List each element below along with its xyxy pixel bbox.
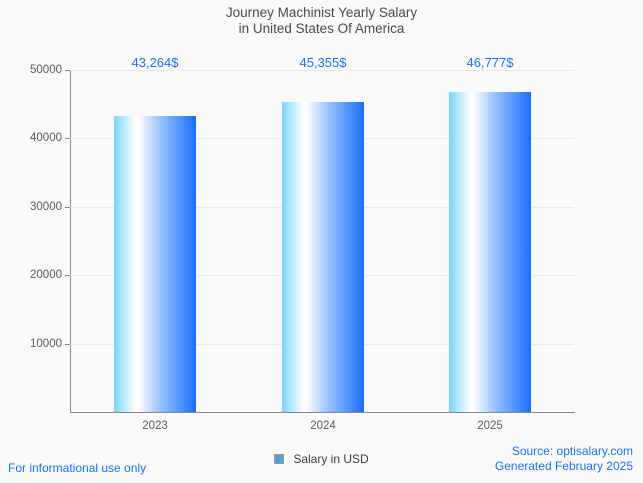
x-axis-category-label-2024: 2024 bbox=[310, 420, 336, 432]
bar-value-label-2025: 46,777$ bbox=[466, 55, 514, 70]
x-axis-category-label-2023: 2023 bbox=[142, 420, 168, 432]
chart-title-line-1: Journey Machinist Yearly Salary bbox=[225, 5, 418, 20]
source-line: Source: optisalary.com bbox=[511, 444, 633, 458]
y-tick-mark-10000 bbox=[65, 344, 70, 345]
y-axis-tick-label-40000: 40000 bbox=[30, 132, 62, 144]
y-tick-mark-30000 bbox=[65, 207, 70, 208]
bar-2025[interactable] bbox=[449, 92, 531, 412]
generated-date-line: Generated February 2025 bbox=[494, 459, 633, 473]
x-axis-category-label-2025: 2025 bbox=[477, 420, 503, 432]
y-tick-mark-50000 bbox=[65, 70, 70, 71]
chart-title-line-2: in United States Of America bbox=[238, 21, 405, 36]
chart-legend: Salary in USD bbox=[0, 452, 643, 466]
y-axis-line bbox=[70, 70, 71, 413]
bar-2024[interactable] bbox=[282, 102, 364, 412]
page-title: Journey Machinist Yearly Salary in Unite… bbox=[0, 5, 643, 37]
y-tick-mark-20000 bbox=[65, 275, 70, 276]
source-attribution: Source: optisalary.com Generated Februar… bbox=[495, 444, 633, 474]
plot-area bbox=[65, 70, 574, 412]
y-axis-tick-label-20000: 20000 bbox=[30, 269, 62, 281]
disclaimer-text: For informational use only bbox=[8, 461, 147, 475]
bar-2023[interactable] bbox=[114, 116, 196, 412]
bar-value-label-2024: 45,355$ bbox=[299, 55, 347, 70]
legend-swatch-icon bbox=[274, 454, 285, 464]
y-tick-mark-40000 bbox=[65, 138, 70, 139]
gridline-50000 bbox=[70, 70, 574, 71]
x-axis-line bbox=[70, 412, 575, 413]
y-axis-tick-label-10000: 10000 bbox=[30, 338, 62, 350]
y-axis-tick-label-30000: 30000 bbox=[30, 201, 62, 213]
y-axis-tick-label-50000: 50000 bbox=[30, 64, 62, 76]
legend-item-label: Salary in USD bbox=[293, 452, 369, 466]
bar-value-label-2023: 43,264$ bbox=[131, 55, 179, 70]
